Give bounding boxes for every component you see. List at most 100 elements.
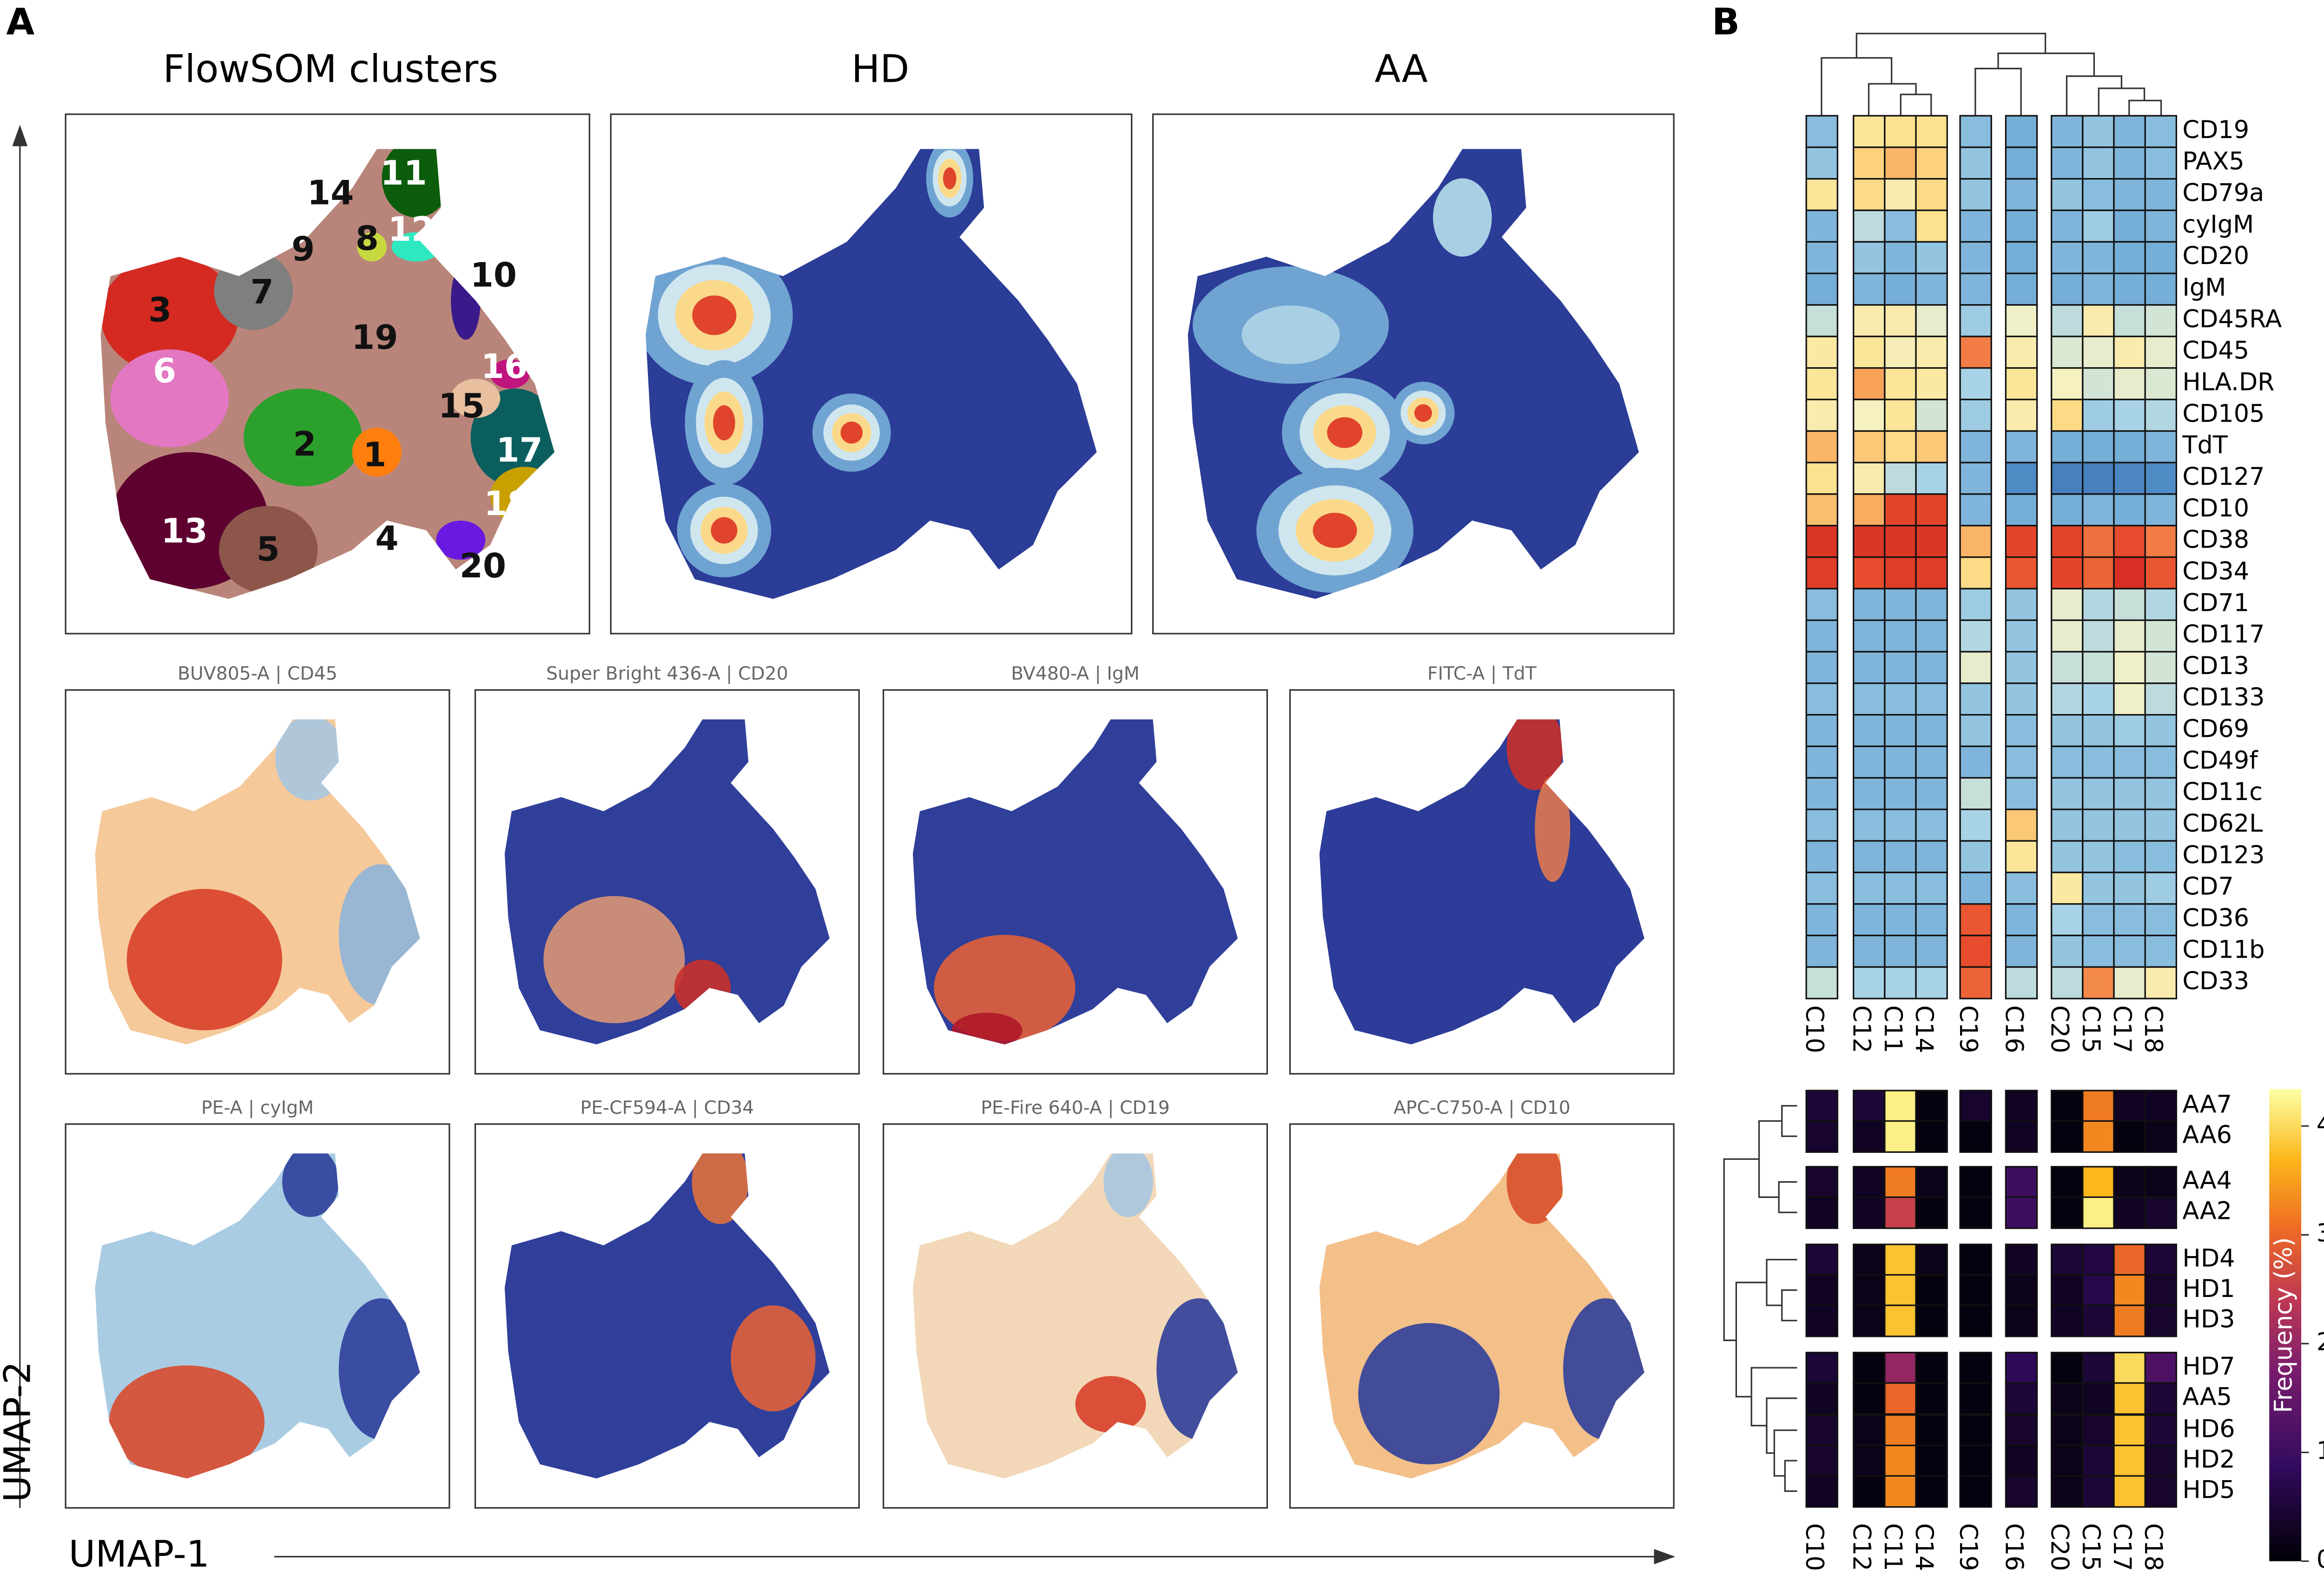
heatmap-cell: [2113, 1196, 2146, 1229]
umap-cells: [646, 149, 1097, 599]
heatmap-cell: [1884, 146, 1917, 180]
heatmap-cell: [1915, 115, 1948, 148]
heatmap-cell: [1959, 493, 1992, 527]
umap-region: [1241, 305, 1340, 364]
heatmap-cell: [2005, 336, 2038, 369]
heatmap-cell: [2005, 1351, 2038, 1385]
heatmap-cell: [2005, 1166, 2038, 1199]
heatmap-cell: [1959, 525, 1992, 558]
heatmap-cell: [1959, 903, 1992, 937]
heatmap-cell: [1853, 934, 1886, 968]
umap-cells: [504, 719, 830, 1045]
heatmap-cell: [1853, 493, 1886, 527]
heatmap-cell: [2113, 209, 2146, 243]
umap-region: [470, 388, 555, 487]
heatmap-cell: [2051, 1196, 2084, 1229]
umap-region: [490, 359, 530, 389]
heatmap-cell: [2005, 651, 2038, 684]
row-label: HD2: [2182, 1445, 2235, 1474]
row-label: CD11c: [2182, 778, 2262, 806]
heatmap-cell: [2005, 1475, 2038, 1508]
heatmap-cell: [2113, 619, 2146, 653]
cluster-label: 9: [291, 230, 315, 269]
heatmap-cell: [1959, 398, 1992, 432]
umap-region: [934, 935, 1076, 1041]
heatmap-cell: [2144, 367, 2177, 401]
heatmap-cell: [1959, 619, 1992, 653]
row-label: CD123: [2182, 841, 2265, 869]
heatmap-cell: [2082, 1166, 2115, 1199]
umap-region: [943, 167, 957, 190]
heatmap-cell: [1805, 556, 1838, 590]
heatmap-cell: [1959, 336, 1992, 369]
colorbar-tick-label: 20: [2317, 1328, 2324, 1356]
heatmap-cell: [2051, 336, 2084, 369]
heatmap-cell: [2082, 430, 2115, 463]
heatmap-cell: [1959, 556, 1992, 590]
heatmap-cell: [2082, 840, 2115, 873]
heatmap-cell: [1959, 1475, 1992, 1508]
heatmap-cell: [2082, 1351, 2115, 1385]
heatmap-cell: [2144, 1196, 2177, 1229]
umap-region: [244, 388, 362, 487]
heatmap-cell: [2005, 304, 2038, 337]
heatmap-cell: [2144, 903, 2177, 937]
heatmap-cell: [1959, 1414, 1992, 1447]
heatmap-cell: [2082, 556, 2115, 590]
heatmap-cell: [1915, 1120, 1948, 1153]
heatmap-cell: [1915, 808, 1948, 842]
heatmap-cell: [1853, 1414, 1886, 1447]
marker-title: APC-C750-A | CD10: [1393, 1098, 1571, 1118]
umap-region: [1313, 513, 1357, 548]
marker-title: PE-Fire 640-A | CD19: [981, 1098, 1169, 1118]
heatmap-cell: [1915, 1090, 1948, 1123]
colorbar-tick-label: 10: [2317, 1436, 2324, 1465]
heatmap-cell: [1915, 682, 1948, 716]
heatmap-cell: [1805, 241, 1838, 274]
umap-region: [1075, 1376, 1146, 1433]
heatmap-cell: [1915, 336, 1948, 369]
cluster-label: 18: [484, 484, 530, 523]
heatmap-cell: [1915, 1414, 1948, 1447]
row-label: AA2: [2182, 1197, 2232, 1225]
cluster-label: 17: [496, 430, 542, 470]
heatmap-cell: [2051, 1444, 2084, 1477]
heatmap-cell: [1959, 115, 1992, 148]
heatmap-cell: [1805, 336, 1838, 369]
panel-label: B: [1712, 0, 1740, 43]
colorbar: [2269, 1089, 2302, 1561]
heatmap-cell: [2082, 1090, 2115, 1123]
heatmap-cell: [1915, 462, 1948, 495]
heatmap-cell: [2082, 1414, 2115, 1447]
heatmap-cell: [2144, 1382, 2177, 1415]
heatmap-cell: [1805, 1090, 1838, 1123]
heatmap-cell: [2051, 1382, 2084, 1415]
heatmap-cell: [2144, 1166, 2177, 1199]
column-label: C12: [1848, 1005, 1876, 1053]
heatmap-cell: [2113, 777, 2146, 810]
heatmap-cell: [2144, 1475, 2177, 1508]
heatmap-cell: [1915, 777, 1948, 810]
heatmap-cell: [2005, 241, 2038, 274]
cluster-label: 12: [388, 210, 435, 249]
heatmap-cell: [2082, 367, 2115, 401]
heatmap-cell: [1805, 1120, 1838, 1153]
column-label: C14: [1910, 1523, 1938, 1571]
heatmap-cell: [1884, 1444, 1917, 1477]
marker-title: FITC-A | TdT: [1427, 663, 1537, 684]
heatmap-cell: [2113, 1444, 2146, 1477]
heatmap-cell: [1853, 1196, 1886, 1229]
umap-region: [275, 719, 346, 801]
column-label: C10: [1800, 1005, 1829, 1053]
heatmap-cell: [2144, 241, 2177, 274]
heatmap-cell: [1915, 619, 1948, 653]
heatmap-cell: [1853, 209, 1886, 243]
heatmap-cell: [1884, 777, 1917, 810]
heatmap-cell: [1915, 588, 1948, 621]
heatmap-cell: [1805, 1196, 1838, 1229]
heatmap-cell: [1884, 1414, 1917, 1447]
marker-title: BV480-A | IgM: [1011, 663, 1140, 684]
heatmap-cell: [1915, 272, 1948, 306]
heatmap-cell: [2082, 241, 2115, 274]
heatmap-cell: [2051, 1090, 2084, 1123]
